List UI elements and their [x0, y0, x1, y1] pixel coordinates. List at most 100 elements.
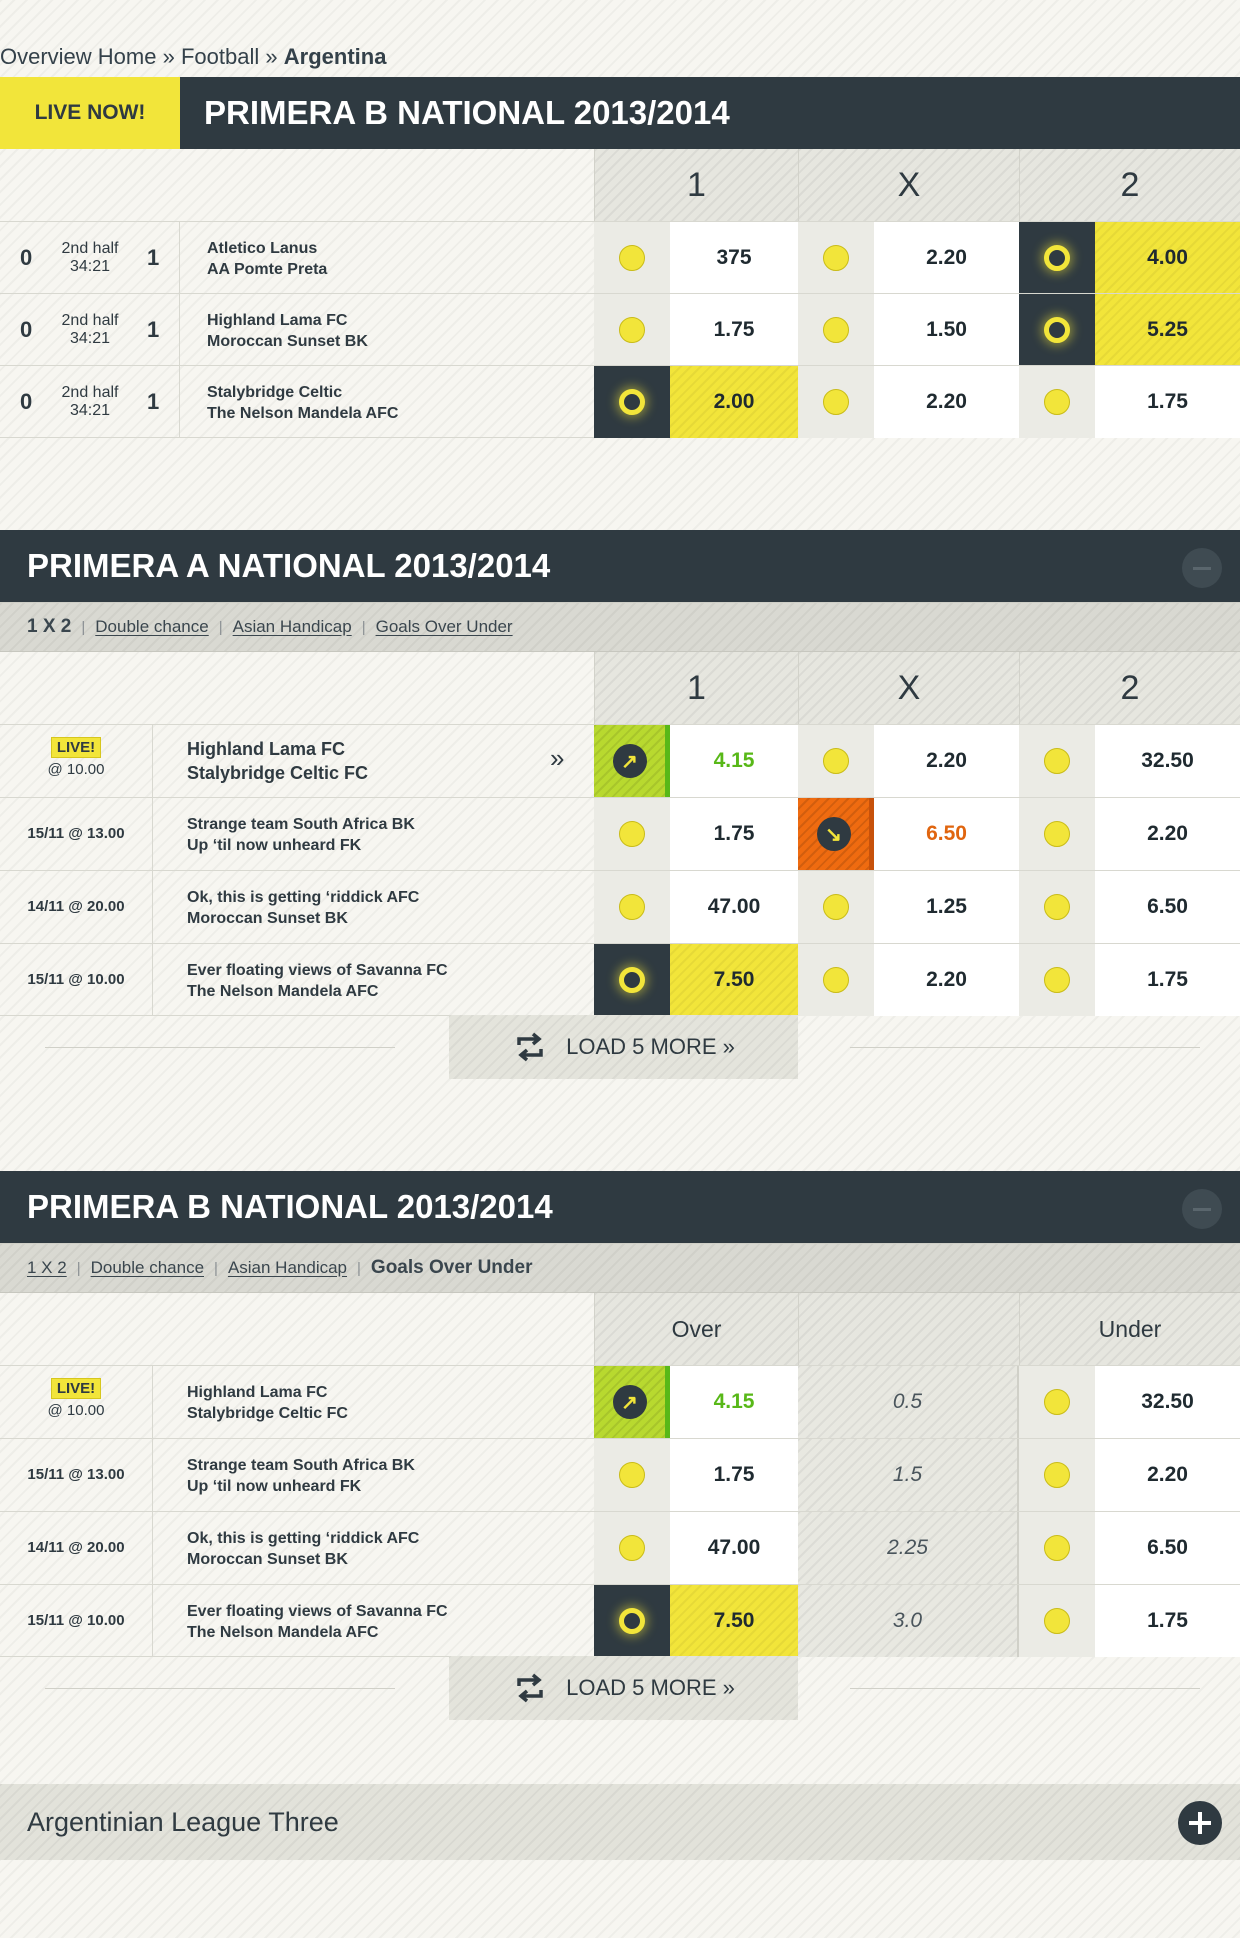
market-tab[interactable]: 1 X 2 — [27, 616, 72, 637]
breadcrumb-football[interactable]: Football — [180, 44, 260, 69]
odds-value[interactable]: 6.50 — [874, 798, 1019, 870]
odds-value[interactable]: 2.20 — [1095, 798, 1240, 870]
bet-select-cell[interactable] — [594, 366, 670, 438]
bet-select-cell[interactable]: ↘ — [798, 798, 874, 870]
bet-select-cell[interactable]: ↗ — [594, 725, 670, 797]
odds-value[interactable]: 32.50 — [1095, 725, 1240, 797]
home-team[interactable]: Ever floating views of Savanna FC — [187, 1603, 448, 1620]
odds-value[interactable]: 375 — [670, 222, 798, 294]
match-row: 14/11 @ 20.00 Ok, this is getting ‘riddic… — [0, 870, 1240, 943]
collapse-icon[interactable] — [1182, 548, 1222, 588]
bet-select-cell[interactable] — [798, 222, 874, 294]
bet-select-cell[interactable] — [1019, 366, 1095, 438]
market-tab[interactable]: Asian Handicap — [227, 1258, 348, 1277]
bet-select-cell[interactable] — [1019, 1585, 1095, 1657]
bet-select-cell[interactable] — [798, 294, 874, 366]
bet-select-cell[interactable] — [1019, 1512, 1095, 1584]
odds-value[interactable]: 4.15 — [670, 725, 798, 797]
tab-separator: | — [218, 618, 223, 636]
arrow-up-right-icon: ↗ — [612, 1385, 647, 1419]
home-team[interactable]: Ok, this is getting ‘riddick AFC — [187, 1530, 420, 1547]
away-team[interactable]: Moroccan Sunset BK — [187, 1551, 348, 1568]
odds-value[interactable]: 1.75 — [1095, 944, 1240, 1016]
odds-value[interactable]: 1.25 — [874, 871, 1019, 943]
bet-select-cell[interactable] — [1019, 1439, 1095, 1511]
home-team[interactable]: Strange team South Africa BK — [187, 1457, 415, 1474]
bet-select-cell[interactable] — [594, 222, 670, 294]
away-team[interactable]: Stalybridge Celtic FC — [187, 763, 369, 783]
odds-value[interactable]: 5.25 — [1095, 294, 1240, 366]
odds-value[interactable]: 1.50 — [874, 294, 1019, 366]
team-names: Highland Lama FC Stalybridge Celtic FC — [187, 737, 368, 785]
under-odds-value[interactable]: 6.50 — [1095, 1512, 1240, 1584]
odds-value[interactable]: 7.50 — [670, 944, 798, 1016]
market-tab[interactable]: 1 X 2 — [27, 1258, 67, 1277]
market-tab[interactable]: Goals Over Under — [370, 1257, 533, 1278]
bet-select-cell[interactable] — [1019, 294, 1095, 366]
odds-value[interactable]: 2.20 — [874, 222, 1019, 294]
odds-value[interactable]: 1.75 — [670, 798, 798, 870]
over-odds-value[interactable]: 47.00 — [670, 1512, 798, 1584]
odds-value[interactable]: 47.00 — [670, 871, 798, 943]
bet-dot-icon — [1044, 389, 1070, 415]
bet-select-cell[interactable] — [1019, 222, 1095, 294]
home-team: Stalybridge Celtic — [207, 384, 343, 401]
collapse-icon[interactable] — [1182, 1189, 1222, 1229]
bet-select-cell[interactable] — [798, 944, 874, 1016]
market-tab[interactable]: Asian Handicap — [232, 617, 352, 636]
bet-select-cell[interactable] — [1019, 944, 1095, 1016]
bet-select-cell[interactable] — [798, 871, 874, 943]
home-team[interactable]: Strange team South Africa BK — [187, 816, 415, 833]
odds-value[interactable]: 2.20 — [874, 944, 1019, 1016]
bet-select-cell[interactable] — [594, 294, 670, 366]
odds-value[interactable]: 2.20 — [874, 725, 1019, 797]
argentinian-league-three-section[interactable]: Argentinian League Three — [0, 1784, 1240, 1860]
odds-value[interactable]: 1.75 — [670, 294, 798, 366]
bet-select-cell[interactable] — [594, 798, 670, 870]
away-team[interactable]: The Nelson Mandela AFC — [187, 983, 379, 1000]
bet-select-cell[interactable] — [798, 366, 874, 438]
over-odds-value[interactable]: 7.50 — [670, 1585, 798, 1657]
bet-select-cell[interactable] — [594, 1512, 670, 1584]
home-team[interactable]: Ok, this is getting ‘riddick AFC — [187, 889, 420, 906]
under-odds-value[interactable]: 32.50 — [1095, 1366, 1240, 1438]
bet-select-cell[interactable] — [1019, 1366, 1095, 1438]
load-more-button[interactable]: LOAD 5 MORE » — [449, 1015, 798, 1079]
bet-select-cell[interactable] — [594, 944, 670, 1016]
bet-select-cell[interactable] — [594, 1585, 670, 1657]
expand-icon[interactable] — [1178, 1801, 1222, 1845]
double-chevron-right-icon[interactable]: » — [550, 743, 565, 773]
home-team[interactable]: Highland Lama FC — [187, 1384, 328, 1401]
away-team[interactable]: The Nelson Mandela AFC — [187, 1624, 379, 1641]
bet-select-cell[interactable] — [1019, 871, 1095, 943]
market-tab[interactable]: Goals Over Under — [375, 617, 513, 636]
bet-select-cell[interactable] — [1019, 798, 1095, 870]
away-team[interactable]: Up ‘til now unheard FK — [187, 1478, 362, 1495]
home-team[interactable]: Ever floating views of Savanna FC — [187, 962, 448, 979]
market-tab[interactable]: Double chance — [90, 1258, 205, 1277]
away-team[interactable]: Stalybridge Celtic FC — [187, 1405, 348, 1422]
home-team[interactable]: Highland Lama FC — [187, 739, 346, 759]
load-more-button[interactable]: LOAD 5 MORE » — [449, 1656, 798, 1720]
odds-value[interactable]: 6.50 — [1095, 871, 1240, 943]
under-odds-value[interactable]: 2.20 — [1095, 1439, 1240, 1511]
away-team[interactable]: Moroccan Sunset BK — [187, 910, 348, 927]
away-team[interactable]: Up ‘til now unheard FK — [187, 837, 362, 854]
column-header-2: 2 — [1019, 149, 1240, 221]
home-score: 0 — [20, 389, 33, 414]
bet-select-cell[interactable] — [798, 725, 874, 797]
breadcrumb-home[interactable]: Overview Home — [0, 44, 157, 69]
over-odds-value[interactable]: 1.75 — [670, 1439, 798, 1511]
odds-value[interactable]: 2.20 — [874, 366, 1019, 438]
goal-line-value: 1.5 — [798, 1439, 1019, 1511]
odds-value[interactable]: 1.75 — [1095, 366, 1240, 438]
odds-value[interactable]: 4.00 — [1095, 222, 1240, 294]
bet-select-cell[interactable] — [1019, 725, 1095, 797]
under-odds-value[interactable]: 1.75 — [1095, 1585, 1240, 1657]
bet-select-cell[interactable] — [594, 1439, 670, 1511]
bet-select-cell[interactable] — [594, 871, 670, 943]
market-tab[interactable]: Double chance — [95, 617, 209, 636]
bet-select-cell[interactable]: ↗ — [594, 1366, 670, 1438]
odds-value[interactable]: 2.00 — [670, 366, 798, 438]
over-odds-value[interactable]: 4.15 — [670, 1366, 798, 1438]
